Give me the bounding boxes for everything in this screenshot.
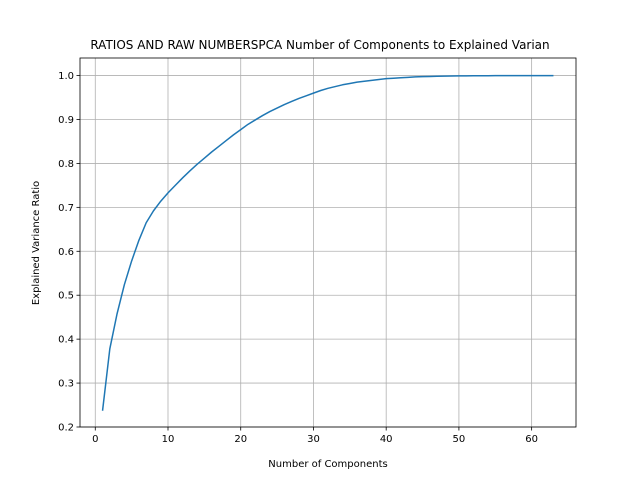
x-axis: 0 10 20 30 40 50 60 [92, 427, 538, 445]
series-line [101, 74, 554, 411]
x-tick-label: 0 [92, 434, 98, 445]
y-tick-label: 0.7 [58, 203, 74, 214]
y-tick-label: 0.6 [58, 247, 74, 258]
plot-area [101, 74, 554, 411]
grid [80, 58, 576, 428]
x-tick-label: 20 [234, 434, 247, 445]
x-tick-label: 50 [453, 434, 466, 445]
y-axis: 0.2 0.3 0.4 0.5 0.6 0.7 0.8 0.9 1.0 [58, 71, 80, 434]
y-axis-label: Explained Variance Ratio [31, 181, 42, 305]
x-tick-label: 40 [380, 434, 393, 445]
x-tick-label: 10 [162, 434, 175, 445]
x-axis-label: Number of Components [268, 459, 387, 470]
chart-title: RATIOS AND RAW NUMBERSPCA Number of Comp… [90, 38, 549, 52]
x-tick-label: 30 [307, 434, 320, 445]
y-tick-label: 0.4 [58, 335, 74, 346]
x-tick-label: 60 [525, 434, 538, 445]
y-tick-label: 0.8 [58, 159, 74, 170]
axes-frame [79, 57, 577, 428]
y-tick-label: 1.0 [58, 71, 74, 82]
y-tick-label: 0.2 [58, 423, 74, 434]
y-tick-label: 0.5 [58, 291, 74, 302]
y-tick-label: 0.9 [58, 115, 74, 126]
y-tick-label: 0.3 [58, 379, 74, 390]
